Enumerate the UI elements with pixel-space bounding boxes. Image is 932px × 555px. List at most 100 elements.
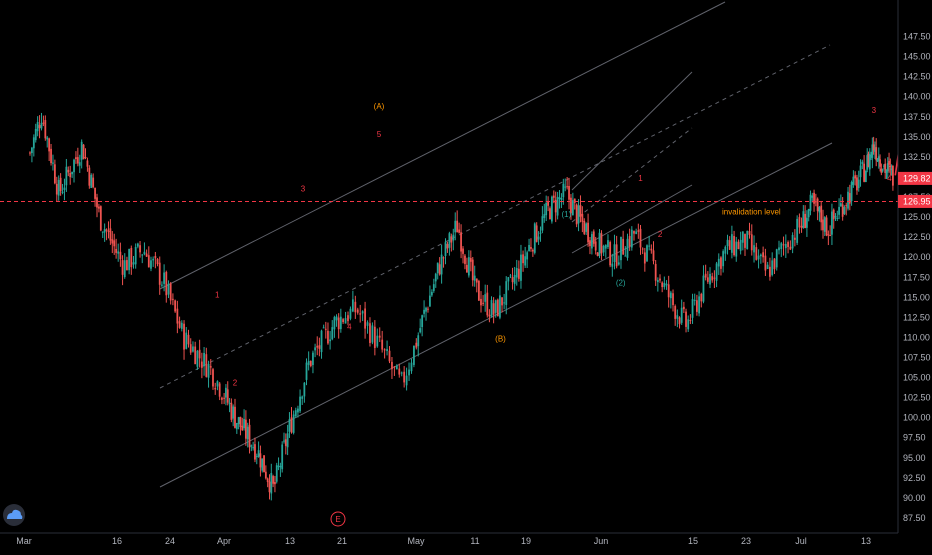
candle-body bbox=[86, 160, 89, 167]
candle-body bbox=[187, 334, 190, 345]
channel-upper-line[interactable] bbox=[159, 1, 726, 290]
candle-body bbox=[630, 229, 633, 248]
candle-body bbox=[128, 248, 131, 271]
candle-body bbox=[813, 192, 815, 204]
time-tick-label: May bbox=[407, 536, 425, 546]
event-marker-icon[interactable]: E bbox=[330, 511, 346, 527]
candle-body bbox=[682, 306, 685, 310]
candle-body bbox=[180, 322, 183, 329]
price-tick-label: 132.50 bbox=[903, 152, 931, 162]
candle-body bbox=[864, 170, 867, 183]
candle-body bbox=[624, 255, 627, 257]
time-axis[interactable]: Mar 16 24 Apr 13 21 May 11 19 Jun 15 23 Jul 13 bbox=[0, 532, 898, 550]
candle-body bbox=[299, 396, 301, 412]
price-tick-label: 110.00 bbox=[903, 332, 930, 342]
candle-body bbox=[832, 209, 835, 220]
candle-body bbox=[98, 206, 100, 209]
subchannel-median-line[interactable] bbox=[571, 127, 693, 223]
candle-body bbox=[859, 165, 862, 178]
candle-body bbox=[316, 345, 319, 348]
candle-body bbox=[868, 154, 871, 170]
candle-body bbox=[522, 254, 524, 264]
candle-body bbox=[696, 300, 698, 312]
candle-body bbox=[843, 206, 846, 214]
candle-body bbox=[189, 344, 192, 353]
price-axis[interactable]: 147.50 145.00 142.50 140.00 137.50 135.00 132.… bbox=[897, 0, 932, 550]
price-tick-label: 125.00 bbox=[903, 212, 931, 222]
candle-body bbox=[604, 244, 607, 249]
candle-body bbox=[800, 225, 803, 228]
candle-body bbox=[552, 195, 555, 198]
candle-body bbox=[150, 260, 152, 269]
candle-body bbox=[322, 327, 325, 329]
candle-body bbox=[331, 327, 334, 340]
candle-body bbox=[513, 275, 516, 284]
candle-body bbox=[717, 258, 720, 267]
price-tick-label: 135.00 bbox=[903, 132, 931, 142]
candle-body bbox=[109, 228, 112, 241]
tradingview-logo-icon[interactable] bbox=[3, 504, 25, 526]
candle-body bbox=[82, 144, 85, 160]
candle-body bbox=[320, 330, 323, 353]
candle-body bbox=[509, 275, 512, 277]
candle-body bbox=[444, 242, 447, 256]
candle-body bbox=[303, 382, 306, 397]
candle-body bbox=[410, 362, 413, 372]
candle-body bbox=[250, 445, 253, 447]
candle-body bbox=[889, 165, 892, 168]
candle-body bbox=[230, 402, 233, 420]
invalidation-level-text: invalidation level bbox=[722, 207, 781, 216]
candle-body bbox=[200, 361, 203, 368]
candle-body bbox=[886, 163, 889, 172]
candle-body bbox=[773, 258, 776, 270]
candle-body bbox=[560, 198, 563, 200]
candle-body bbox=[214, 388, 217, 390]
candle-body bbox=[88, 167, 91, 186]
time-tick-label: 16 bbox=[112, 536, 122, 546]
candle-body bbox=[29, 152, 31, 154]
wave-label: 1 bbox=[215, 290, 220, 299]
candle-body bbox=[50, 148, 52, 164]
candle-body bbox=[386, 349, 388, 351]
price-tick-label: 100.00 bbox=[903, 413, 931, 423]
channel-median-line[interactable] bbox=[159, 44, 831, 389]
candle-body bbox=[294, 410, 297, 417]
wave-label: (2) bbox=[616, 278, 626, 287]
candle-body bbox=[876, 159, 879, 162]
candle-body bbox=[724, 246, 727, 254]
candle-body bbox=[871, 144, 874, 158]
candle-body bbox=[556, 196, 559, 216]
candle-body bbox=[744, 234, 746, 248]
invalidation-level-badge[interactable] bbox=[898, 194, 932, 208]
candle-body bbox=[94, 187, 96, 199]
current-price-badge[interactable] bbox=[898, 171, 932, 185]
time-tick-label: 24 bbox=[165, 536, 175, 546]
candle-body bbox=[628, 236, 631, 247]
candle-body bbox=[748, 231, 751, 235]
candle-body bbox=[305, 362, 308, 380]
subchannel-upper-line[interactable] bbox=[571, 71, 693, 191]
candle-body bbox=[132, 262, 135, 265]
candle-body bbox=[674, 306, 677, 319]
candle-body bbox=[281, 444, 284, 470]
candle-body bbox=[620, 236, 622, 261]
candle-body bbox=[547, 201, 549, 206]
candle-body bbox=[178, 321, 181, 328]
time-tick-label: 11 bbox=[470, 536, 479, 546]
candle-body bbox=[136, 243, 139, 247]
candle-body bbox=[243, 418, 245, 429]
candle-body bbox=[105, 229, 108, 231]
candle-body bbox=[75, 157, 77, 159]
time-axis-background bbox=[0, 533, 898, 550]
candle-body bbox=[539, 232, 542, 234]
candle-body bbox=[596, 252, 599, 257]
candle-body bbox=[816, 198, 819, 212]
candle-body bbox=[90, 174, 93, 189]
candle-body bbox=[490, 300, 493, 317]
time-tick-label: Mar bbox=[16, 536, 32, 546]
candle-body bbox=[395, 365, 398, 370]
candle-body bbox=[421, 315, 424, 328]
candle-body bbox=[652, 250, 655, 262]
